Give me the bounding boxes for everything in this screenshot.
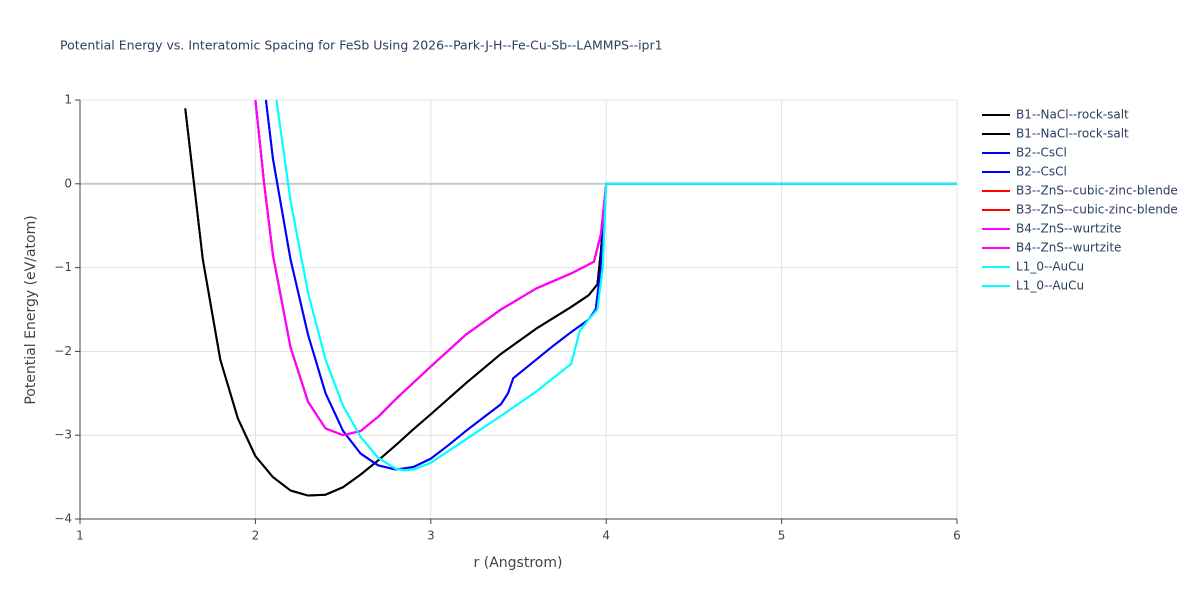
legend-label: B4--ZnS--wurtzite — [1016, 241, 1121, 255]
series-line — [254, 99, 957, 437]
y-tick-label: −1 — [54, 260, 72, 274]
y-tick-label: −3 — [54, 428, 72, 442]
legend-label: L1_0--AuCu — [1016, 260, 1084, 274]
y-tick-label: −2 — [54, 344, 72, 358]
y-tick-label: −4 — [54, 512, 72, 526]
series-line — [264, 99, 957, 471]
y-axis-title: Potential Energy (eV/atom) — [23, 215, 39, 404]
legend: B1--NaCl--rock-salt B1--NaCl--rock-salt B2… — [982, 108, 1178, 293]
series-line — [184, 108, 957, 497]
legend-label: B2--CsCl — [1016, 165, 1067, 179]
legend-label: B2--CsCl — [1016, 146, 1067, 160]
legend-label: B4--ZnS--wurtzite — [1016, 222, 1121, 236]
x-tick-label: 6 — [953, 529, 961, 543]
chart-title: Potential Energy vs. Interatomic Spacing… — [60, 38, 663, 53]
x-tick-label: 5 — [778, 529, 786, 543]
series-line — [275, 99, 957, 472]
x-tick-label: 1 — [76, 529, 84, 543]
y-tick-label: 0 — [64, 176, 72, 190]
plot-area — [184, 99, 957, 497]
legend-label: L1_0--AuCu — [1016, 279, 1084, 293]
series-line — [264, 99, 957, 471]
series-line — [275, 99, 957, 472]
legend-label: B3--ZnS--cubic-zinc-blende — [1016, 203, 1178, 217]
x-tick-label: 3 — [427, 529, 435, 543]
x-axis-title: r (Angstrom) — [474, 555, 563, 571]
x-tick-label: 4 — [602, 529, 610, 543]
legend-label: B1--NaCl--rock-salt — [1016, 127, 1129, 141]
y-tick-label: 1 — [64, 93, 72, 107]
legend-label: B1--NaCl--rock-salt — [1016, 108, 1129, 122]
x-tick-label: 2 — [252, 529, 260, 543]
legend-label: B3--ZnS--cubic-zinc-blende — [1016, 184, 1178, 198]
